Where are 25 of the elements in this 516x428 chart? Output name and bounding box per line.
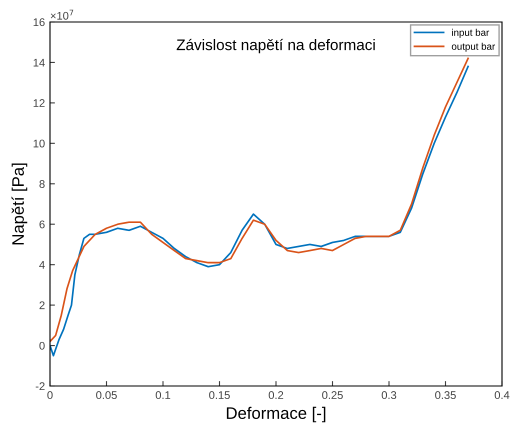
y-tick-label: 12: [34, 99, 45, 107]
x-tick-label: 0.15: [209, 391, 230, 400]
y-tick-label: 0: [39, 342, 45, 350]
y-axis-title: Napětí [Pa]: [11, 163, 28, 244]
x-axis-title: Deformace [-]: [226, 406, 326, 422]
y-tick-label: 14: [34, 58, 45, 66]
y-tick-label: 8: [39, 180, 45, 188]
text: ×10$^{7}$: [50, 10, 74, 20]
y-tick-label: 6: [40, 220, 45, 228]
legend-label: output bar: [452, 42, 496, 52]
x-tick-label: 0.4: [494, 391, 510, 400]
x-tick-label: 0.1: [156, 391, 170, 400]
x-tick-label: 0.05: [96, 391, 117, 400]
x-tick-label: 0.3: [382, 391, 396, 400]
x-tick-label: 0: [47, 391, 53, 400]
text: Závislost napětí na deformaci: [176, 38, 375, 54]
x-tick-label: 0.2: [268, 391, 284, 400]
legend-label: input bar: [452, 28, 490, 38]
y-tick-label: 10: [34, 140, 45, 148]
x-tick-label: 0.25: [322, 391, 343, 400]
y-tick-label: 16: [34, 18, 45, 26]
y-tick-label: 4: [39, 261, 45, 269]
y-tick-label: -2: [36, 382, 45, 390]
y-tick-label: 2: [40, 301, 45, 310]
x-tick-label: 0.35: [435, 391, 456, 400]
